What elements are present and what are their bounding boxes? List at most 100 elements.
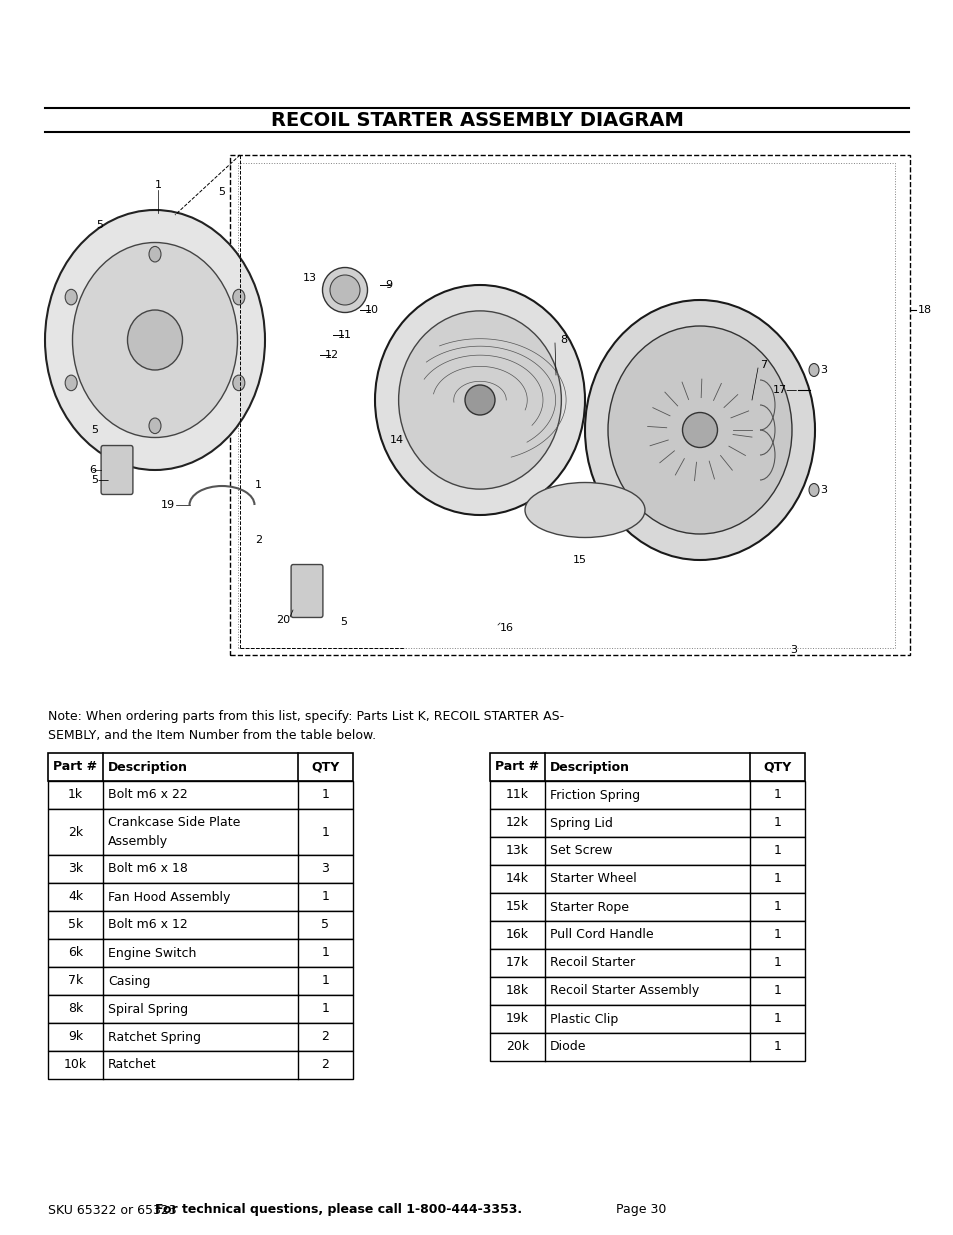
Text: Bolt m6 x 18: Bolt m6 x 18 — [108, 862, 188, 876]
Bar — [490, 753, 804, 781]
Text: 1: 1 — [773, 845, 781, 857]
Ellipse shape — [524, 483, 644, 537]
Text: Crankcase Side Plate: Crankcase Side Plate — [108, 816, 240, 829]
Text: 5: 5 — [339, 618, 347, 627]
Text: 5k: 5k — [68, 919, 83, 931]
Bar — [490, 977, 804, 1005]
Text: SKU 65322 or 65323: SKU 65322 or 65323 — [48, 1203, 180, 1216]
Text: 5: 5 — [91, 425, 98, 435]
Text: 17k: 17k — [505, 956, 529, 969]
Text: 1k: 1k — [68, 788, 83, 802]
Text: Fan Hood Assembly: Fan Hood Assembly — [108, 890, 230, 904]
FancyBboxPatch shape — [101, 446, 132, 494]
Text: 5: 5 — [218, 186, 225, 198]
Text: Engine Switch: Engine Switch — [108, 946, 196, 960]
Text: Starter Rope: Starter Rope — [550, 900, 628, 914]
Bar — [48, 883, 353, 911]
Text: 1: 1 — [773, 900, 781, 914]
Bar — [230, 156, 909, 655]
Ellipse shape — [584, 300, 814, 559]
Bar — [48, 1023, 353, 1051]
Circle shape — [149, 247, 161, 262]
Ellipse shape — [322, 268, 367, 312]
Bar — [490, 948, 804, 977]
Text: 8k: 8k — [68, 1003, 83, 1015]
Text: Note: When ordering parts from this list, specify: Parts List K, RECOIL STARTER : Note: When ordering parts from this list… — [48, 710, 563, 742]
Text: Part #: Part # — [53, 761, 97, 773]
Text: 18: 18 — [917, 305, 931, 315]
Text: 14k: 14k — [505, 872, 529, 885]
Text: 1: 1 — [321, 1003, 329, 1015]
Text: 2: 2 — [254, 535, 262, 545]
Bar — [48, 995, 353, 1023]
Text: Pull Cord Handle: Pull Cord Handle — [550, 929, 653, 941]
Ellipse shape — [464, 385, 495, 415]
Bar — [490, 809, 804, 837]
Text: For technical questions, please call 1-800-444-3353.: For technical questions, please call 1-8… — [154, 1203, 521, 1216]
Ellipse shape — [45, 210, 265, 471]
Text: Set Screw: Set Screw — [550, 845, 612, 857]
Text: Recoil Starter Assembly: Recoil Starter Assembly — [550, 984, 699, 998]
Text: Diode: Diode — [550, 1041, 586, 1053]
Text: 1: 1 — [773, 956, 781, 969]
Text: 16k: 16k — [505, 929, 529, 941]
Text: 15: 15 — [573, 555, 586, 564]
Text: 1: 1 — [773, 872, 781, 885]
Text: 19k: 19k — [505, 1013, 529, 1025]
Text: Page 30: Page 30 — [599, 1203, 666, 1216]
Text: 1: 1 — [321, 974, 329, 988]
Text: Description: Description — [108, 761, 188, 773]
Bar — [48, 753, 353, 781]
Bar — [48, 855, 353, 883]
Circle shape — [149, 417, 161, 433]
Ellipse shape — [375, 285, 584, 515]
Text: 14: 14 — [390, 435, 404, 445]
Text: Description: Description — [550, 761, 629, 773]
Text: 2k: 2k — [68, 825, 83, 839]
Text: Bolt m6 x 22: Bolt m6 x 22 — [108, 788, 188, 802]
Text: 3k: 3k — [68, 862, 83, 876]
Ellipse shape — [128, 310, 182, 370]
Text: 5: 5 — [321, 919, 329, 931]
Text: 20k: 20k — [505, 1041, 529, 1053]
Bar — [48, 781, 353, 809]
Text: Plastic Clip: Plastic Clip — [550, 1013, 618, 1025]
Bar — [490, 781, 804, 809]
Text: 15k: 15k — [505, 900, 529, 914]
Text: 3: 3 — [820, 366, 826, 375]
Text: 1: 1 — [773, 816, 781, 830]
Text: 1: 1 — [321, 946, 329, 960]
Bar — [490, 837, 804, 864]
Text: 7k: 7k — [68, 974, 83, 988]
Text: Ratchet: Ratchet — [108, 1058, 156, 1072]
Text: 3: 3 — [321, 862, 329, 876]
Text: Spiral Spring: Spiral Spring — [108, 1003, 188, 1015]
Text: RECOIL STARTER ASSEMBLY DIAGRAM: RECOIL STARTER ASSEMBLY DIAGRAM — [271, 110, 682, 130]
Bar — [48, 967, 353, 995]
Text: 12: 12 — [325, 350, 338, 359]
Text: 16: 16 — [499, 622, 514, 634]
Circle shape — [233, 375, 245, 390]
Text: 1: 1 — [773, 1041, 781, 1053]
Text: 1: 1 — [773, 1013, 781, 1025]
Bar — [490, 1032, 804, 1061]
Circle shape — [233, 289, 245, 305]
Text: 1: 1 — [773, 929, 781, 941]
Bar — [490, 864, 804, 893]
Ellipse shape — [607, 326, 791, 534]
Bar — [237, 163, 894, 648]
Text: 17—: 17— — [772, 385, 797, 395]
FancyBboxPatch shape — [291, 564, 322, 618]
Text: 11k: 11k — [505, 788, 529, 802]
Text: 8: 8 — [559, 335, 566, 345]
Text: 12k: 12k — [505, 816, 529, 830]
Text: 18k: 18k — [505, 984, 529, 998]
Text: Ratchet Spring: Ratchet Spring — [108, 1030, 201, 1044]
Circle shape — [65, 375, 77, 390]
Circle shape — [808, 484, 818, 496]
Text: 4k: 4k — [68, 890, 83, 904]
Text: 6k: 6k — [68, 946, 83, 960]
Text: Bolt m6 x 12: Bolt m6 x 12 — [108, 919, 188, 931]
Ellipse shape — [681, 412, 717, 447]
Text: 3: 3 — [789, 645, 796, 655]
